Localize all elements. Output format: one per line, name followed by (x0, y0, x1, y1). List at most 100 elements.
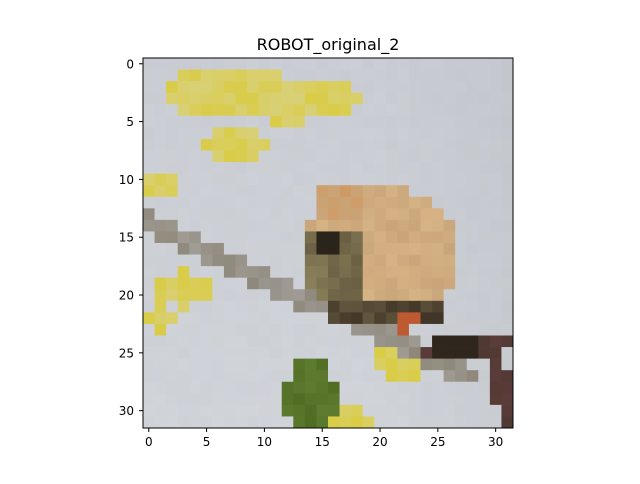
heatmap-cell (362, 312, 375, 325)
heatmap-cell (143, 300, 155, 313)
heatmap-cell (189, 381, 202, 394)
heatmap-cell (281, 335, 294, 348)
heatmap-cell (408, 266, 421, 279)
heatmap-cell (143, 219, 155, 232)
heatmap-cell (374, 358, 387, 371)
heatmap-cell (385, 381, 398, 394)
heatmap-cell (374, 381, 387, 394)
heatmap-cell (397, 138, 410, 151)
heatmap-cell (420, 300, 433, 313)
heatmap-cell (432, 277, 444, 290)
heatmap-cell (466, 92, 479, 105)
heatmap-cell (466, 173, 479, 186)
heatmap-cell (166, 69, 179, 82)
heatmap-cell (270, 162, 283, 174)
heatmap-cell (432, 289, 444, 302)
heatmap-cell (270, 243, 283, 255)
heatmap-cell (235, 196, 248, 209)
heatmap-cell (200, 347, 213, 359)
heatmap-cell (443, 185, 456, 198)
heatmap-cell (166, 138, 179, 151)
heatmap-cell (200, 231, 213, 244)
heatmap-cell (143, 69, 155, 82)
heatmap-cell (351, 370, 364, 383)
heatmap-cell (166, 335, 179, 348)
heatmap-cell (443, 173, 456, 186)
heatmap-cell (154, 115, 167, 128)
heatmap-cell (212, 277, 225, 290)
heatmap-cell (258, 393, 271, 406)
heatmap-cell (200, 69, 213, 82)
heatmap-cell (200, 358, 213, 371)
heatmap-cell (154, 289, 167, 302)
heatmap-cell (489, 162, 502, 174)
heatmap-cell (408, 416, 421, 429)
heatmap-cell (293, 138, 306, 151)
heatmap-cell (200, 277, 213, 290)
heatmap-cell (466, 219, 479, 232)
heatmap-cell (177, 138, 190, 151)
heatmap-cell (166, 347, 179, 359)
heatmap-cell (420, 196, 433, 209)
heatmap-cell (420, 138, 433, 151)
heatmap-cell (408, 300, 421, 313)
heatmap-cell (247, 393, 259, 406)
heatmap-cell (223, 162, 236, 174)
heatmap-cell (223, 104, 236, 117)
heatmap-cell (385, 358, 398, 371)
heatmap-cell (328, 173, 340, 186)
heatmap-cell (466, 138, 479, 151)
heatmap-cell (177, 185, 190, 198)
heatmap-cell (455, 370, 468, 383)
heatmap-cell (420, 58, 433, 70)
heatmap-cell (385, 312, 398, 325)
heatmap-cell (351, 289, 364, 302)
x-tick-label: 0 (145, 435, 153, 449)
heatmap-cell (420, 381, 433, 394)
heatmap-cell (374, 138, 387, 151)
heatmap-cell (339, 300, 352, 313)
heatmap-cell (351, 138, 364, 151)
heatmap-cell (501, 196, 514, 209)
heatmap-cell (258, 231, 271, 244)
heatmap-cell (362, 335, 375, 348)
heatmap-cell (351, 335, 364, 348)
heatmap-cell (432, 219, 444, 232)
heatmap-cell (328, 58, 340, 70)
heatmap-cell (166, 266, 179, 279)
heatmap-cell (166, 243, 179, 255)
heatmap-cell (362, 266, 375, 279)
heatmap-cell (143, 323, 155, 336)
heatmap-cell (455, 92, 468, 105)
heatmap-cell (304, 104, 317, 117)
heatmap-cell (223, 312, 236, 325)
y-tick-label: 10 (119, 173, 134, 187)
heatmap-cell (143, 335, 155, 348)
heatmap-cell (281, 358, 294, 371)
heatmap-cell (478, 92, 491, 105)
heatmap-cell (200, 92, 213, 105)
heatmap-cell (466, 358, 479, 371)
heatmap-cell (362, 358, 375, 371)
heatmap-cell (478, 162, 491, 174)
heatmap-cell (200, 185, 213, 198)
heatmap-cell (408, 312, 421, 325)
heatmap-cell (247, 104, 259, 117)
heatmap-cell (489, 254, 502, 267)
heatmap-cell (200, 243, 213, 255)
heatmap-cell (189, 277, 202, 290)
heatmap-cell (316, 358, 329, 371)
heatmap-cell (212, 127, 225, 140)
heatmap-cell (189, 393, 202, 406)
heatmap-cell (166, 173, 179, 186)
heatmap-cell (200, 219, 213, 232)
heatmap-cell (200, 138, 213, 151)
heatmap-cell (328, 127, 340, 140)
heatmap-cell (270, 381, 283, 394)
heatmap-cell (351, 393, 364, 406)
heatmap-cell (443, 58, 456, 70)
heatmap-cell (397, 277, 410, 290)
heatmap-cell (432, 335, 444, 348)
heatmap-cell (258, 254, 271, 267)
heatmap-cell (304, 219, 317, 232)
